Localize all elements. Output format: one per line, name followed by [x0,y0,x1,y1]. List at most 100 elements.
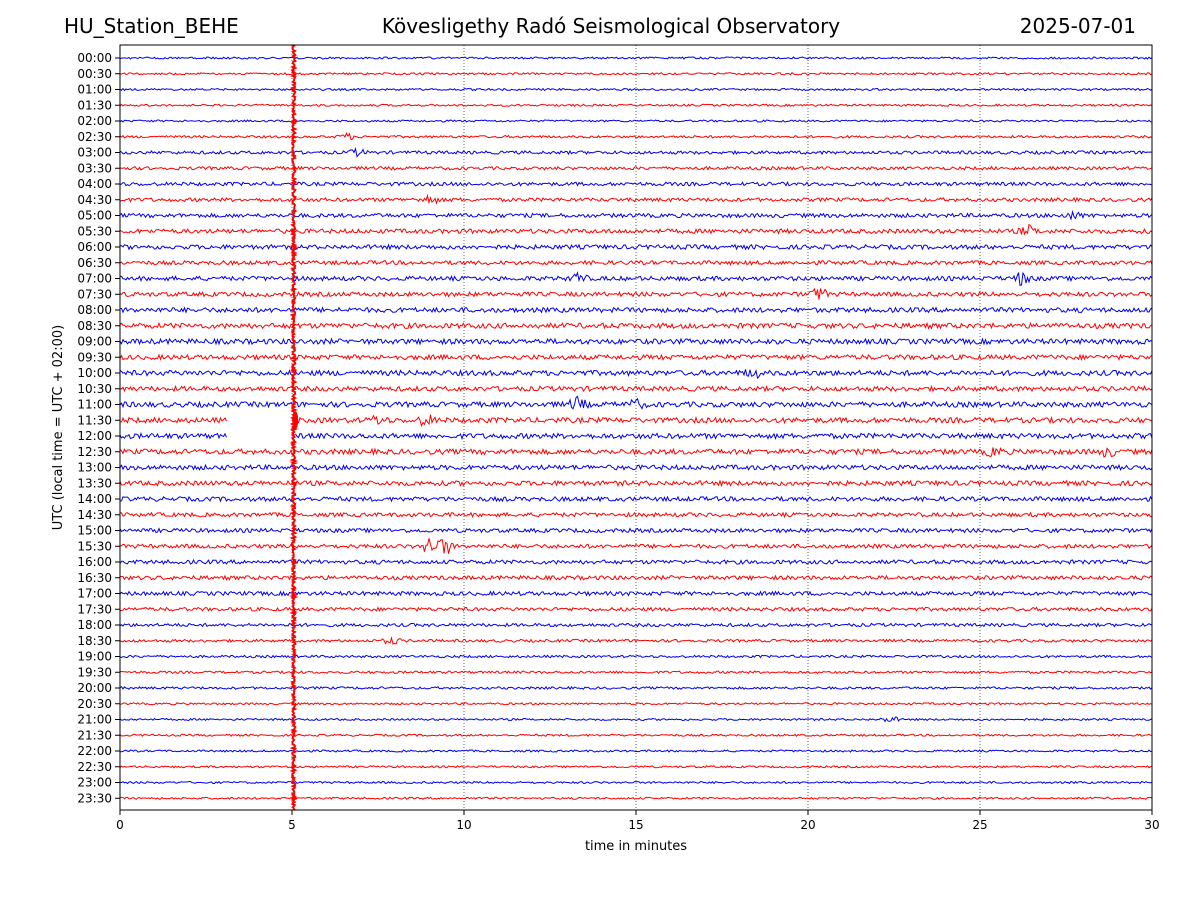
seismic-trace [119,56,1153,60]
seismic-trace [119,306,1153,314]
y-tick-label: 23:00 [77,776,112,790]
y-tick-label: 19:00 [77,650,112,664]
spike-overlay [289,44,299,811]
seismic-trace [119,796,1153,800]
y-tick-label: 21:00 [77,713,112,727]
seismic-trace [119,432,1153,441]
seismic-trace [119,574,1153,581]
seismic-trace [119,780,1153,785]
seismic-trace [119,538,1153,554]
station-name: HU_Station_BEHE [64,14,239,38]
y-tick-label: 23:30 [77,791,112,805]
y-tick-label: 05:30 [77,224,112,238]
seismic-trace [119,395,1153,410]
seismic-trace [119,702,1153,706]
y-tick-label: 01:00 [77,83,112,97]
y-tick-label: 08:30 [77,319,112,333]
seismic-trace [119,193,1153,205]
seismic-trace [119,765,1153,769]
y-tick-label: 03:30 [77,161,112,175]
seismic-trace [119,384,1153,393]
y-tick-label: 02:00 [77,114,112,128]
seismic-trace [119,259,1153,266]
y-tick-label: 06:30 [77,256,112,270]
y-tick-label: 07:00 [77,272,112,286]
y-tick-label: 17:00 [77,587,112,601]
x-tick-label: 5 [288,818,296,832]
y-tick-label: 07:30 [77,287,112,301]
seismic-trace [119,654,1153,659]
y-tick-label: 06:00 [77,240,112,254]
y-tick-label: 20:00 [77,681,112,695]
y-tick-label: 00:00 [77,51,112,65]
seismic-trace [119,606,1153,613]
y-tick-label: 09:30 [77,350,112,364]
y-tick-label: 04:30 [77,193,112,207]
seismic-trace [119,210,1153,221]
y-axis-label: UTC (local time = UTC + 02:00) [51,325,66,530]
x-axis-label: time in minutes [585,839,687,854]
seismic-trace [119,414,1153,428]
y-tick-label: 13:00 [77,461,112,475]
y-tick-label: 00:30 [77,67,112,81]
seismic-trace [119,72,1153,76]
seismic-trace [119,271,1153,286]
y-tick-label: 03:00 [77,146,112,160]
seismic-trace [119,446,1153,458]
y-tick-label: 14:30 [77,508,112,522]
seismic-trace [119,685,1153,691]
seismic-trace [119,87,1153,92]
seismic-trace [119,479,1153,488]
seismic-trace [119,103,1153,107]
y-tick-label: 11:00 [77,398,112,412]
y-tick-label: 22:30 [77,760,112,774]
y-tick-label: 22:00 [77,744,112,758]
date-label: 2025-07-01 [1019,14,1136,38]
seismic-trace [119,368,1153,380]
seismic-trace [119,622,1153,628]
traces [119,56,1153,800]
y-tick-label: 18:00 [77,618,112,632]
seismic-trace [119,165,1153,171]
x-tick-label: 30 [1144,818,1159,832]
seismic-trace [119,749,1153,753]
y-tick-label: 15:30 [77,539,112,553]
seismic-trace [119,716,1153,723]
y-tick-label: 10:30 [77,382,112,396]
y-tick-label: 17:30 [77,602,112,616]
y-tick-label: 05:00 [77,209,112,223]
seismic-trace [119,353,1153,362]
y-tick-label: 21:30 [77,728,112,742]
x-tick-label: 10 [456,818,471,832]
spike-signal [289,44,299,811]
y-tick-label: 12:30 [77,445,112,459]
seismic-trace [119,337,1153,346]
y-tick-label: 11:30 [77,413,112,427]
x-tick-label: 20 [800,818,815,832]
y-tick-label: 10:00 [77,366,112,380]
y-tick-label: 15:00 [77,524,112,538]
x-tick-label: 15 [628,818,643,832]
seismic-trace [119,463,1153,472]
seismic-trace [119,223,1153,236]
x-tick-label: 25 [972,818,987,832]
y-tick-label: 01:30 [77,98,112,112]
seismic-trace [119,733,1153,737]
spike-peak [292,411,299,430]
y-tick-label: 12:00 [77,429,112,443]
seismic-trace [119,146,1153,158]
y-tick-label: 18:30 [77,634,112,648]
seismic-trace [119,287,1153,300]
grid-lines [291,45,981,810]
y-tick-label: 16:30 [77,571,112,585]
seismic-trace [119,590,1153,597]
y-tick-label: 02:30 [77,130,112,144]
y-tick-label: 20:30 [77,697,112,711]
y-tick-label: 14:00 [77,492,112,506]
y-tick-label: 19:30 [77,665,112,679]
seismic-trace [119,180,1153,187]
x-axis: 0 5 10 15 20 25 30 [116,810,1160,832]
y-tick-label: 09:00 [77,335,112,349]
